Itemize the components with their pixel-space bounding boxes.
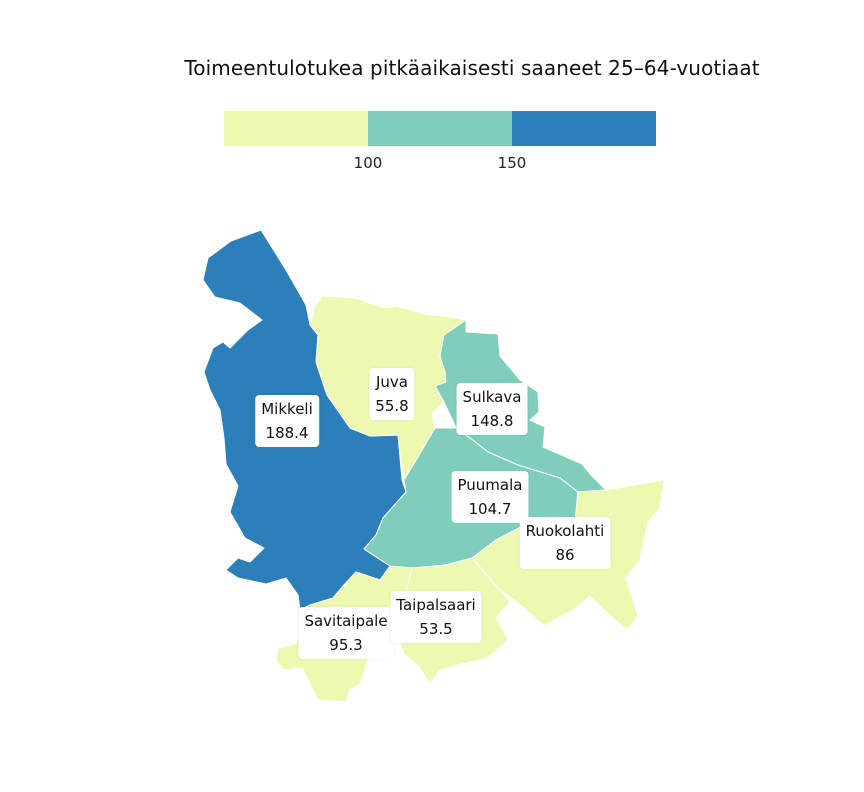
label-mikkeli-value: 188.4	[265, 424, 309, 442]
label-puumala-value: 104.7	[468, 500, 512, 518]
label-puumala-name: Puumala	[457, 476, 523, 494]
label-savitaipale-value: 95.3	[329, 636, 363, 654]
label-juva-name: Juva	[376, 373, 408, 391]
label-savitaipale: Savitaipale 95.3	[298, 607, 394, 659]
label-savitaipale-name: Savitaipale	[304, 612, 388, 630]
label-puumala: Puumala 104.7	[451, 471, 529, 523]
label-sulkava-name: Sulkava	[462, 388, 522, 406]
label-mikkeli: Mikkeli 188.4	[255, 395, 319, 447]
legend-tick-150: 150	[497, 154, 527, 172]
legend-swatch-high	[512, 111, 656, 146]
label-taipalsaari-value: 53.5	[419, 620, 453, 638]
legend-swatch-mid	[368, 111, 512, 146]
legend-swatch-low	[224, 111, 368, 146]
label-juva-value: 55.8	[375, 397, 409, 415]
label-sulkava-value: 148.8	[470, 412, 514, 430]
color-legend	[224, 111, 656, 146]
label-mikkeli-name: Mikkeli	[261, 400, 313, 418]
legend-tick-100: 100	[353, 154, 383, 172]
label-juva: Juva 55.8	[369, 368, 415, 420]
label-taipalsaari-name: Taipalsaari	[396, 596, 476, 614]
label-ruokolahti: Ruokolahti 86	[519, 517, 611, 569]
label-taipalsaari: Taipalsaari 53.5	[390, 591, 482, 643]
label-sulkava: Sulkava 148.8	[456, 383, 528, 435]
map-title: Toimeentulotukea pitkäaikaisesti saaneet…	[184, 56, 760, 80]
label-ruokolahti-name: Ruokolahti	[525, 522, 605, 540]
label-ruokolahti-value: 86	[555, 546, 575, 564]
